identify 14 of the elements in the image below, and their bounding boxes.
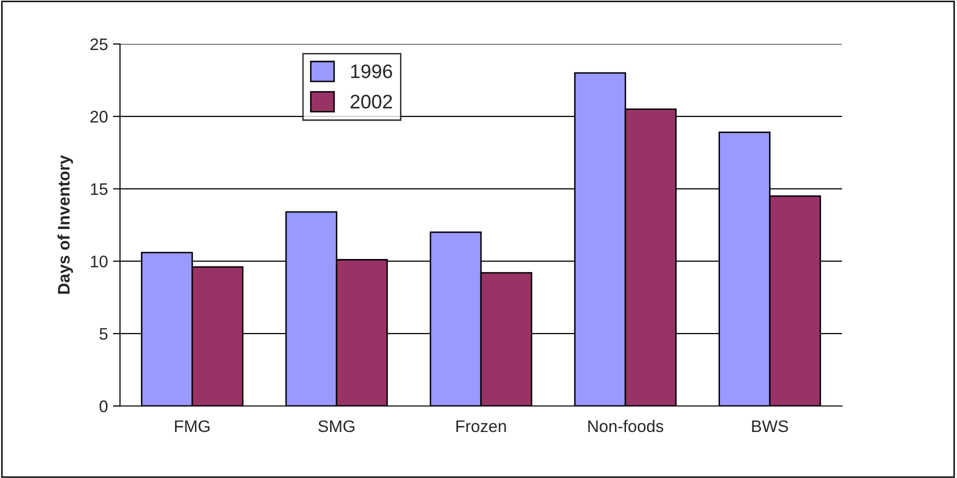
x-tick-label: SMG bbox=[318, 420, 354, 432]
y-tick-label: 15 bbox=[90, 183, 108, 196]
y-tick-label: 0 bbox=[100, 400, 108, 412]
x-tick-label: Non-foods bbox=[588, 420, 664, 432]
x-tick-label: FMG bbox=[175, 420, 210, 432]
y-tick-label: 20 bbox=[90, 110, 108, 123]
y-tick-label: 5 bbox=[100, 328, 108, 340]
x-tick-label: Frozen bbox=[456, 420, 506, 432]
y-tick-label: 10 bbox=[90, 256, 108, 268]
legend-label: 2002 bbox=[350, 94, 392, 109]
legend-label: 1996 bbox=[351, 64, 392, 78]
x-tick-label: BWS bbox=[752, 420, 788, 432]
y-axis-title: Days of Inventory bbox=[57, 155, 73, 294]
y-tick-label: 25 bbox=[90, 38, 108, 50]
